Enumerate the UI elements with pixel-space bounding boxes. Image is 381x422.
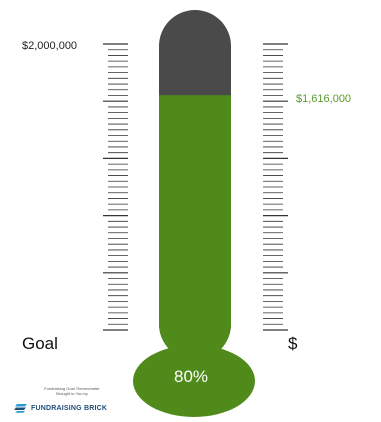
- credit-line-2: Brought to You by: [56, 391, 88, 396]
- credit-line-1: Fundraising Goal Thermometer: [44, 386, 100, 391]
- credit-text: Fundraising Goal Thermometer Brought to …: [22, 386, 122, 396]
- brand: FUNDRAISING BRICK: [14, 403, 107, 413]
- brand-name: FUNDRAISING BRICK: [31, 404, 108, 412]
- goal-label: Goal: [22, 334, 58, 353]
- thermometer-fill: [159, 95, 231, 360]
- brand-logo-icon: [14, 404, 27, 413]
- raised-amount: $1,616,000: [296, 93, 352, 105]
- dollar-label: $: [288, 334, 298, 353]
- goal-amount: $2,000,000: [22, 40, 78, 52]
- percent-label: 80%: [173, 367, 209, 386]
- thermometer-bulb: [133, 345, 255, 417]
